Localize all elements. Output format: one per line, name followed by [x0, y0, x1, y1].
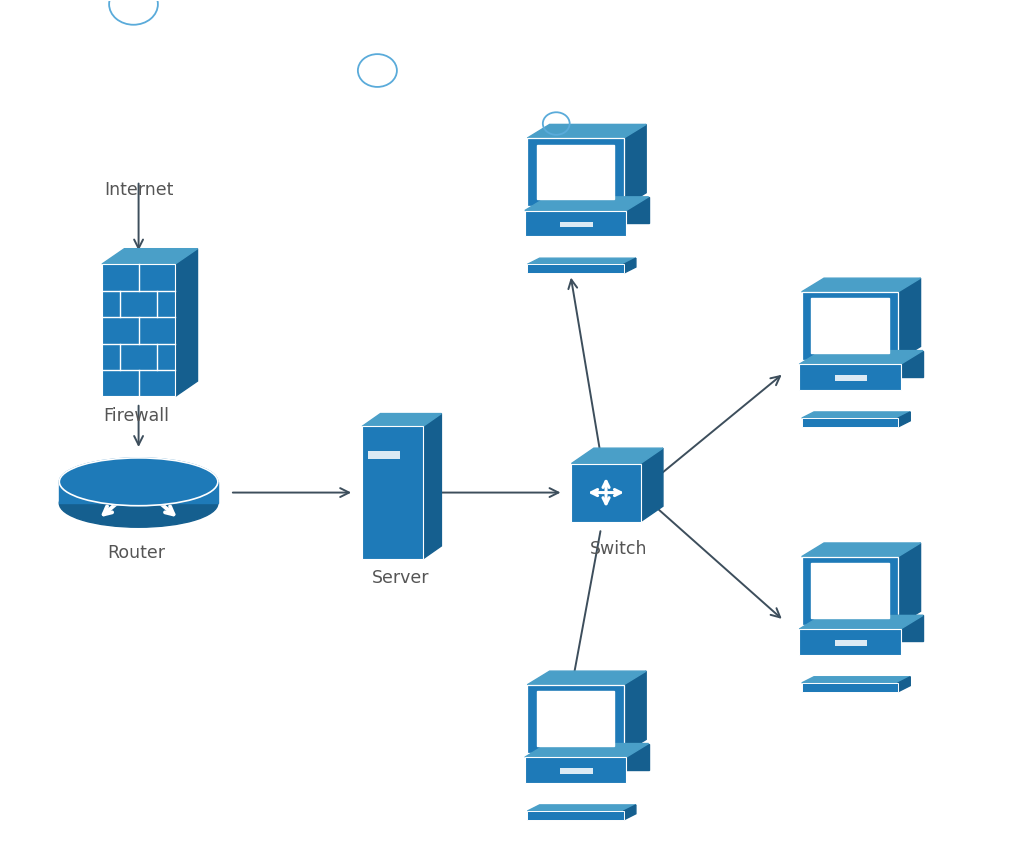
FancyBboxPatch shape: [802, 418, 898, 427]
Circle shape: [543, 112, 570, 135]
Polygon shape: [527, 124, 646, 138]
Text: Server: Server: [372, 569, 430, 587]
Polygon shape: [898, 543, 920, 625]
Polygon shape: [59, 482, 218, 503]
Polygon shape: [802, 677, 910, 683]
FancyBboxPatch shape: [527, 685, 624, 753]
Polygon shape: [549, 197, 649, 223]
FancyBboxPatch shape: [362, 427, 423, 559]
FancyBboxPatch shape: [802, 557, 898, 625]
Polygon shape: [624, 671, 646, 753]
FancyBboxPatch shape: [527, 138, 624, 207]
Polygon shape: [362, 414, 441, 427]
Polygon shape: [641, 448, 663, 522]
Polygon shape: [802, 279, 920, 292]
FancyBboxPatch shape: [802, 292, 898, 360]
Polygon shape: [898, 279, 920, 360]
FancyBboxPatch shape: [537, 145, 614, 199]
FancyBboxPatch shape: [799, 364, 901, 390]
Text: Firewall: Firewall: [104, 407, 169, 425]
FancyBboxPatch shape: [528, 811, 624, 820]
Polygon shape: [823, 351, 923, 376]
FancyBboxPatch shape: [811, 563, 889, 618]
Polygon shape: [624, 124, 646, 207]
FancyBboxPatch shape: [802, 683, 898, 692]
Polygon shape: [823, 615, 923, 641]
FancyBboxPatch shape: [572, 464, 641, 522]
Text: Switch: Switch: [589, 540, 647, 558]
FancyBboxPatch shape: [537, 692, 614, 746]
FancyBboxPatch shape: [835, 640, 867, 646]
Polygon shape: [898, 677, 910, 692]
Polygon shape: [802, 543, 920, 557]
Polygon shape: [624, 805, 636, 820]
FancyBboxPatch shape: [525, 211, 627, 237]
Polygon shape: [528, 258, 636, 264]
Polygon shape: [624, 258, 636, 273]
FancyBboxPatch shape: [560, 222, 593, 227]
Polygon shape: [527, 671, 646, 685]
Polygon shape: [102, 249, 198, 264]
FancyBboxPatch shape: [799, 629, 901, 655]
Polygon shape: [423, 414, 441, 559]
FancyBboxPatch shape: [102, 264, 175, 397]
FancyBboxPatch shape: [811, 298, 889, 353]
Polygon shape: [528, 805, 636, 811]
FancyBboxPatch shape: [560, 769, 593, 774]
Polygon shape: [549, 744, 649, 770]
FancyBboxPatch shape: [835, 375, 867, 381]
FancyBboxPatch shape: [528, 264, 624, 273]
Polygon shape: [572, 448, 663, 464]
Text: Router: Router: [108, 544, 165, 562]
Polygon shape: [802, 412, 910, 418]
Polygon shape: [525, 197, 649, 211]
Circle shape: [109, 0, 158, 25]
Polygon shape: [525, 744, 649, 758]
Polygon shape: [175, 249, 198, 397]
Ellipse shape: [59, 458, 218, 506]
Polygon shape: [799, 615, 923, 629]
FancyBboxPatch shape: [368, 451, 399, 459]
Circle shape: [358, 54, 397, 87]
FancyBboxPatch shape: [525, 758, 627, 783]
Polygon shape: [799, 351, 923, 364]
Ellipse shape: [59, 479, 218, 527]
Polygon shape: [898, 412, 910, 427]
Text: Internet: Internet: [104, 181, 173, 199]
